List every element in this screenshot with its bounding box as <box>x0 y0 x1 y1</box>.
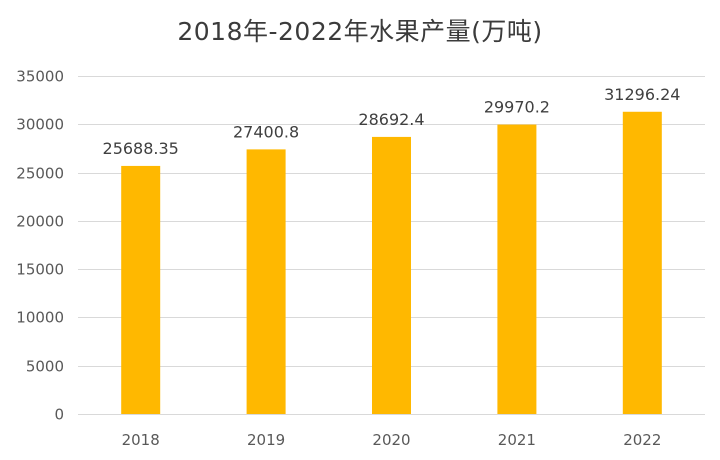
x-tick-label: 2020 <box>372 431 410 449</box>
bar <box>121 165 161 414</box>
data-label: 25688.35 <box>103 139 179 158</box>
bar <box>497 124 537 415</box>
y-tick-label: 25000 <box>16 165 64 183</box>
data-label: 29970.2 <box>484 98 550 117</box>
y-tick-label: 30000 <box>16 116 64 134</box>
y-tick-label: 20000 <box>16 213 64 231</box>
y-tick-label: 15000 <box>16 261 64 279</box>
x-tick-label: 2019 <box>247 431 285 449</box>
y-tick-label: 10000 <box>16 309 64 327</box>
y-tick-label: 5000 <box>26 358 64 376</box>
bar <box>246 149 286 414</box>
x-tick-label: 2022 <box>623 431 661 449</box>
x-tick-label: 2018 <box>122 431 160 449</box>
x-tick-label: 2021 <box>498 431 536 449</box>
y-tick-label: 35000 <box>16 68 64 86</box>
bar <box>372 136 411 414</box>
chart-title: 2018年-2022年水果产量(万吨) <box>177 17 543 46</box>
data-label: 31296.24 <box>604 85 680 104</box>
bar <box>622 111 662 415</box>
y-tick-label: 0 <box>54 406 64 424</box>
data-label: 27400.8 <box>233 122 299 141</box>
data-label: 28692.4 <box>358 110 424 129</box>
